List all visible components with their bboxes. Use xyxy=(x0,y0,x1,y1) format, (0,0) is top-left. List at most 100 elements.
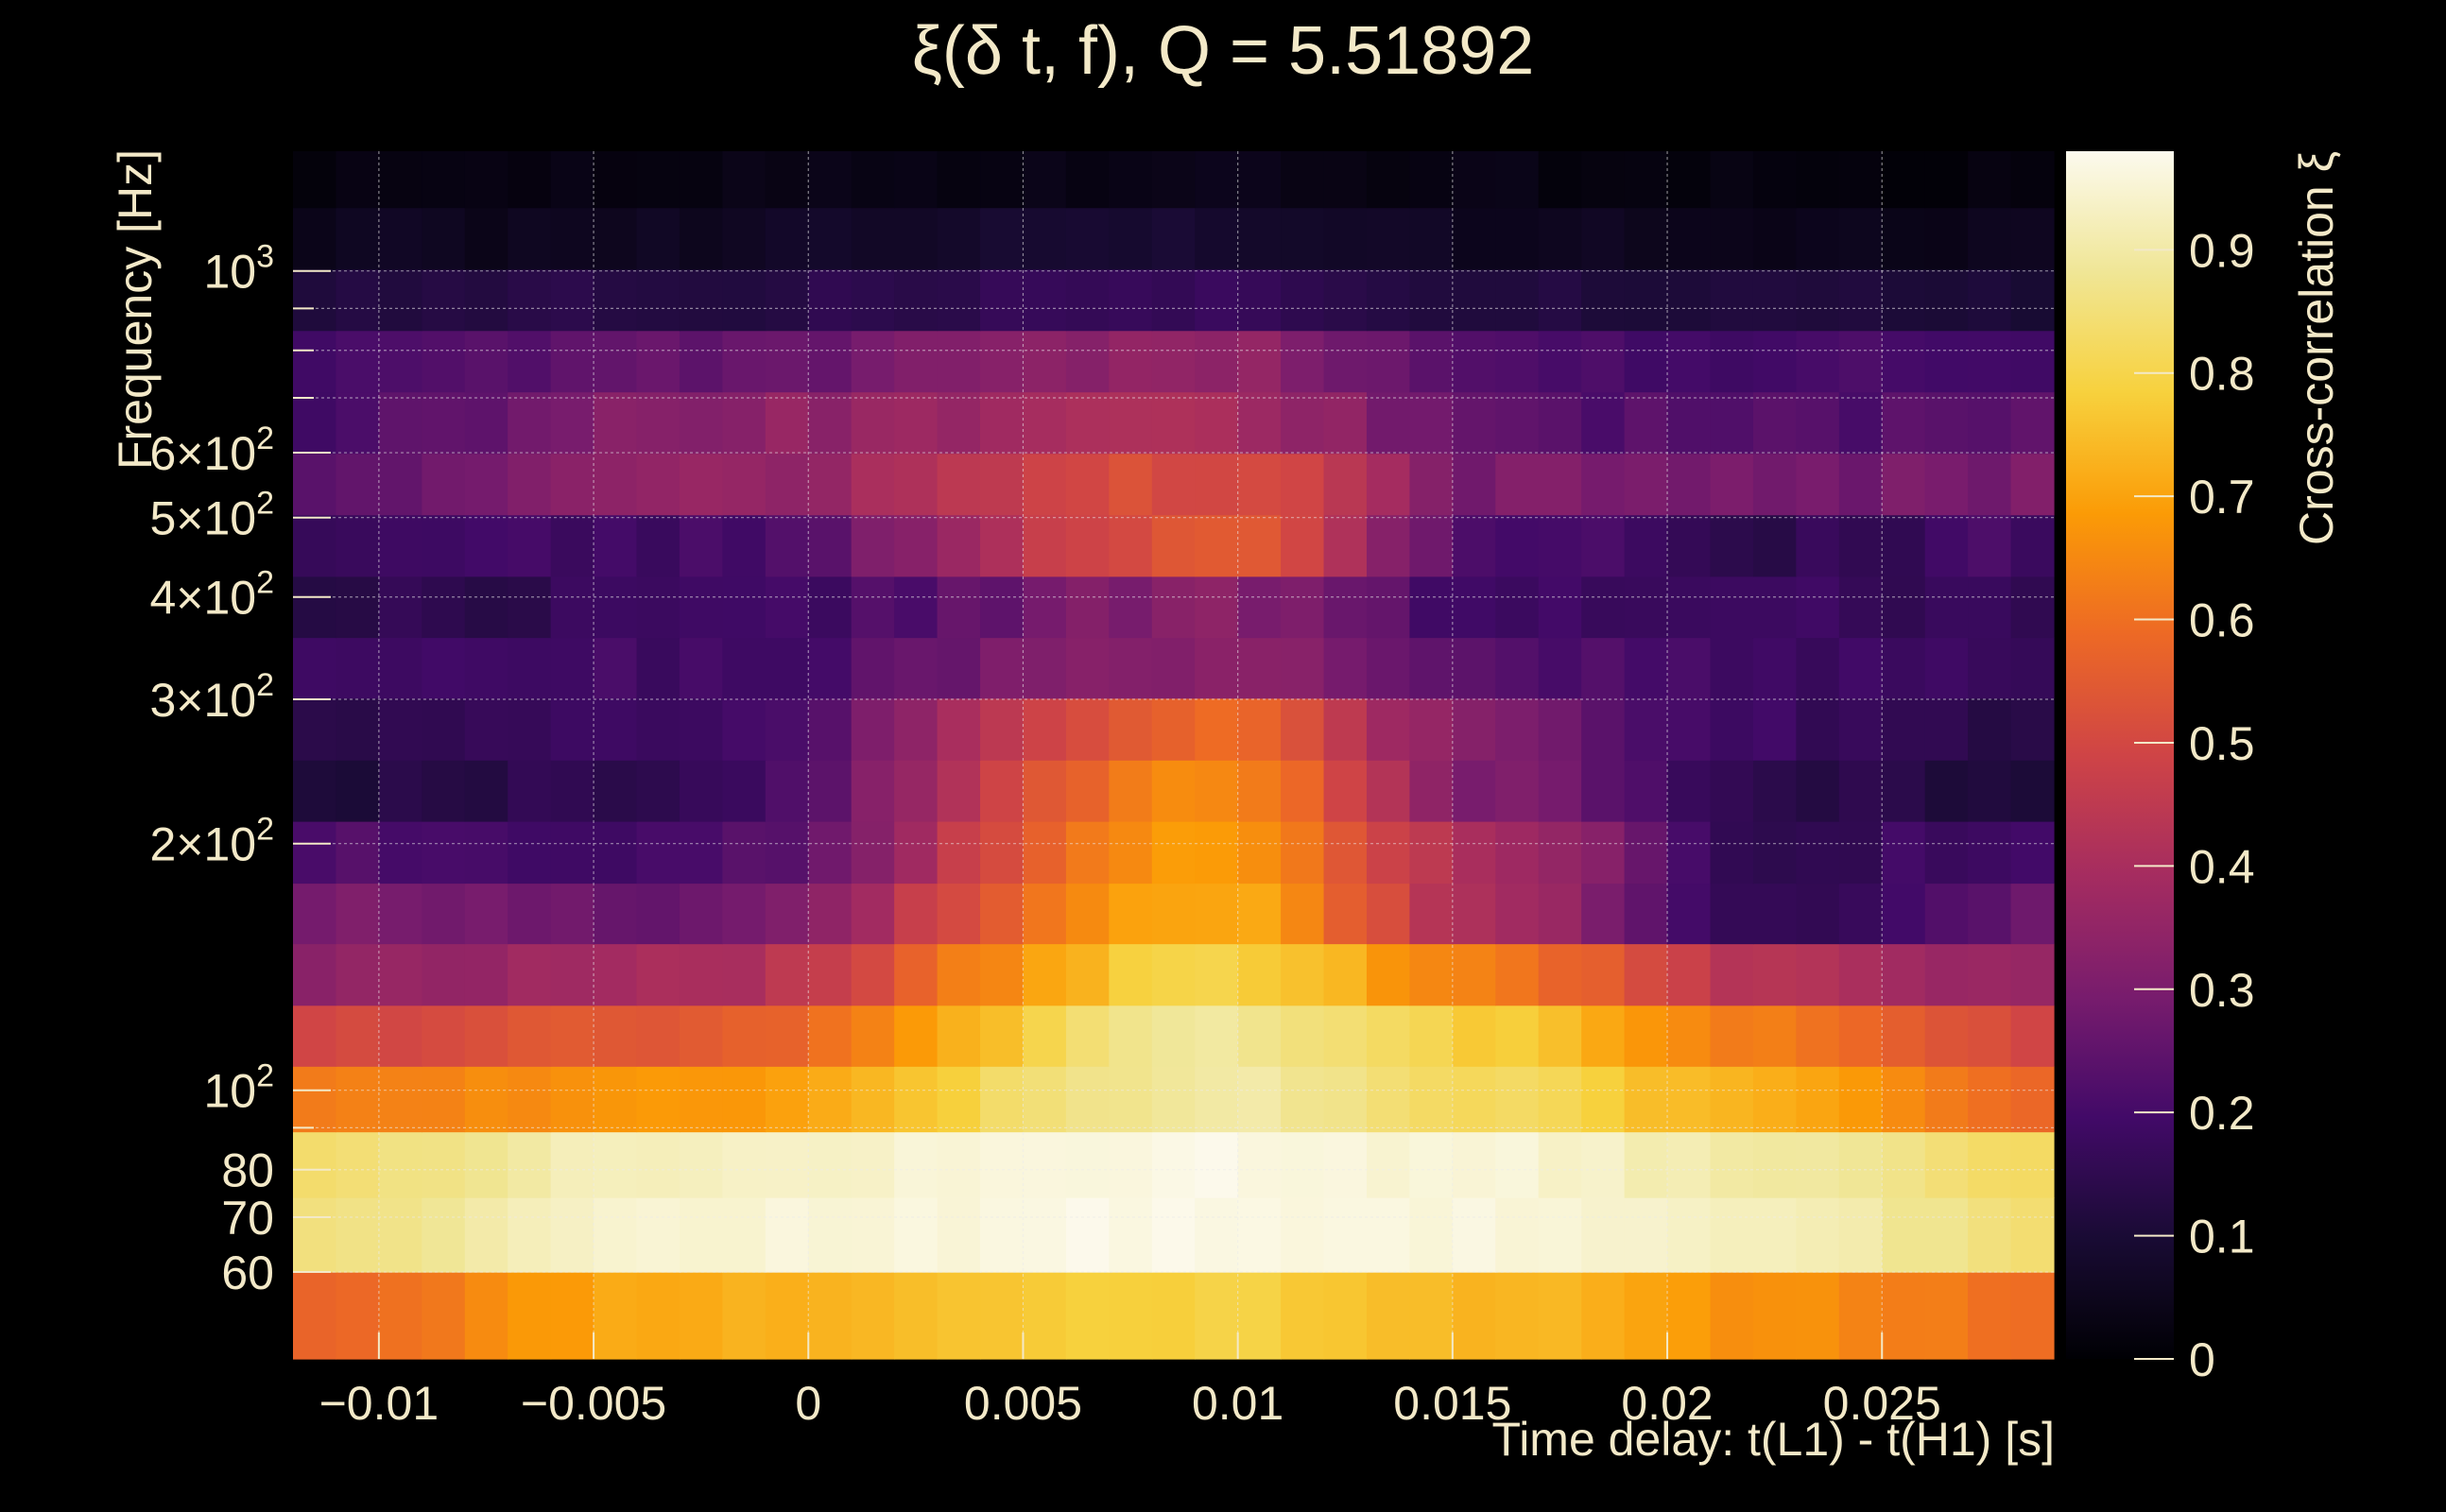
heatmap-cell xyxy=(508,207,552,270)
heatmap-cell xyxy=(937,1066,981,1133)
heatmap-cell xyxy=(1323,391,1368,455)
heatmap-cell xyxy=(1495,1005,1540,1067)
heatmap-cell xyxy=(1195,1197,1239,1273)
heatmap-cell xyxy=(1581,1197,1626,1273)
heatmap-cell xyxy=(1624,1005,1668,1067)
heatmap-cell xyxy=(636,207,680,270)
heatmap-cell xyxy=(1023,883,1067,945)
heatmap-cell xyxy=(1924,943,1969,1006)
grid-lines xyxy=(293,151,2054,1359)
heatmap-cell xyxy=(1924,330,1969,393)
heatmap-cell xyxy=(808,151,853,209)
heatmap-cell xyxy=(1538,151,1582,209)
x-tick-label: −0.005 xyxy=(521,1377,666,1430)
heatmap-cell xyxy=(765,391,809,455)
heatmap-cell xyxy=(594,697,638,761)
heatmap-cell xyxy=(422,943,466,1006)
heatmap-cell xyxy=(937,821,981,885)
heatmap-cell xyxy=(1538,514,1582,577)
heatmap-cell xyxy=(1195,697,1239,761)
heatmap-cell xyxy=(1109,268,1153,332)
heatmap-cell xyxy=(1323,1272,1368,1360)
heatmap-cell xyxy=(1366,207,1411,270)
heatmap-cell xyxy=(1323,453,1368,516)
heatmap-cell xyxy=(1968,1005,2012,1067)
heatmap-cell xyxy=(1667,1131,1712,1198)
heatmap-cell xyxy=(1366,883,1411,945)
heatmap-cell xyxy=(937,883,981,945)
heatmap-cell xyxy=(594,268,638,332)
heatmap-cell xyxy=(1409,514,1454,577)
heatmap-cell xyxy=(508,760,552,822)
heatmap-cell xyxy=(508,1272,552,1360)
heatmap-cell xyxy=(550,1066,594,1133)
heatmap-cell xyxy=(1838,207,1883,270)
heatmap-cell xyxy=(1023,821,1067,885)
heatmap-cell xyxy=(636,1005,680,1067)
heatmap-cell xyxy=(722,391,767,455)
heatmap-cell xyxy=(1281,391,1325,455)
y-tick-label: 103 xyxy=(203,239,274,299)
heatmap-cell xyxy=(1237,330,1282,393)
heatmap-cell xyxy=(1495,330,1540,393)
heatmap-cell xyxy=(1796,943,1840,1006)
heatmap-cell xyxy=(679,1272,723,1360)
heatmap-cell xyxy=(1151,1131,1196,1198)
heatmap-cell xyxy=(464,1197,508,1273)
heatmap-cell xyxy=(594,391,638,455)
heatmap-cell xyxy=(508,943,552,1006)
heatmap-cell xyxy=(722,576,767,639)
heatmap-cell xyxy=(1323,207,1368,270)
heatmap-cell xyxy=(1624,576,1668,639)
heatmap-cell xyxy=(378,821,422,885)
heatmap-cell xyxy=(1667,883,1712,945)
heatmap-cell xyxy=(894,1272,939,1360)
heatmap-cell xyxy=(508,453,552,516)
heatmap-cell xyxy=(765,1197,809,1273)
heatmap-cell xyxy=(1581,760,1626,822)
heatmap-cell xyxy=(1237,1005,1282,1067)
heatmap-cell xyxy=(894,1197,939,1273)
heatmap-cell xyxy=(1409,268,1454,332)
heatmap-cell xyxy=(894,514,939,577)
y-tick-label: 4×102 xyxy=(149,565,274,625)
heatmap-cell xyxy=(1409,1066,1454,1133)
heatmap-cell xyxy=(1838,1272,1883,1360)
heatmap-cell xyxy=(1667,760,1712,822)
heatmap-cell xyxy=(722,207,767,270)
heatmap-cell xyxy=(1710,1131,1754,1198)
heatmap-cell xyxy=(894,391,939,455)
heatmap-cell xyxy=(1882,697,1926,761)
heatmap-cell xyxy=(1924,883,1969,945)
heatmap-cell xyxy=(1195,821,1239,885)
heatmap-cell xyxy=(378,1197,422,1273)
heatmap-cell xyxy=(894,1005,939,1067)
colorbar-ticks: 0 0.1 0.2 0.3 0.4 0.5 0.6 0.7 0.8 0.9 xyxy=(2134,224,2255,1386)
heatmap-cell xyxy=(1538,453,1582,516)
heatmap-cell xyxy=(1452,1272,1496,1360)
heatmap-cell xyxy=(1023,330,1067,393)
heatmap-cell xyxy=(722,1197,767,1273)
heatmap-cell xyxy=(937,943,981,1006)
heatmap-cell xyxy=(1366,760,1411,822)
heatmap-cell xyxy=(422,1066,466,1133)
heatmap-cell xyxy=(1624,883,1668,945)
heatmap-cell xyxy=(980,151,1025,209)
heatmap-cell xyxy=(1882,330,1926,393)
heatmap-cell xyxy=(1538,697,1582,761)
heatmap-cell xyxy=(1667,514,1712,577)
heatmap-cell xyxy=(594,821,638,885)
heatmap-cell xyxy=(378,760,422,822)
heatmap-cell xyxy=(1195,268,1239,332)
heatmap-cell xyxy=(378,514,422,577)
heatmap-cell xyxy=(293,883,337,945)
heatmap-cell xyxy=(1065,1197,1110,1273)
heatmap-cell xyxy=(1538,1131,1582,1198)
heatmap-cell xyxy=(1752,943,1797,1006)
heatmap-cell xyxy=(1452,1066,1496,1133)
heatmap-cell xyxy=(1838,1005,1883,1067)
heatmap-cell xyxy=(808,207,853,270)
heatmap-cell xyxy=(1281,151,1325,209)
heatmap-cell xyxy=(1151,1005,1196,1067)
